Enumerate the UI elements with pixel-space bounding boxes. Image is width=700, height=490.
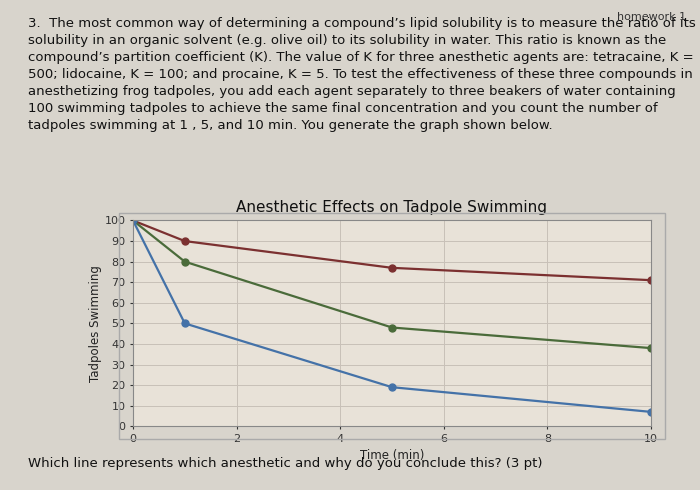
Line: Series2: Series2 — [130, 217, 654, 351]
Series3 — [129, 218, 137, 223]
Series3 — [181, 320, 189, 326]
Title: Anesthetic Effects on Tadpole Swimming: Anesthetic Effects on Tadpole Swimming — [237, 200, 547, 215]
Series2 — [181, 259, 189, 265]
Series3 — [647, 409, 655, 415]
Series1 — [129, 218, 137, 223]
Line: Series1: Series1 — [130, 217, 654, 284]
Series1 — [388, 265, 396, 271]
Text: 3.  The most common way of determining a compound’s lipid solubility is to measu: 3. The most common way of determining a … — [28, 17, 696, 132]
Series2 — [647, 345, 655, 351]
Series1 — [647, 277, 655, 283]
Text: homework 1: homework 1 — [617, 12, 686, 22]
Series1 — [181, 238, 189, 244]
Y-axis label: Tadpoles Swimming: Tadpoles Swimming — [89, 265, 102, 382]
Line: Series3: Series3 — [130, 217, 654, 416]
Series2 — [388, 324, 396, 330]
Text: Which line represents which anesthetic and why do you conclude this? (3 pt): Which line represents which anesthetic a… — [28, 457, 542, 470]
Series3 — [388, 384, 396, 390]
Series2 — [129, 218, 137, 223]
X-axis label: Time (min): Time (min) — [360, 449, 424, 463]
